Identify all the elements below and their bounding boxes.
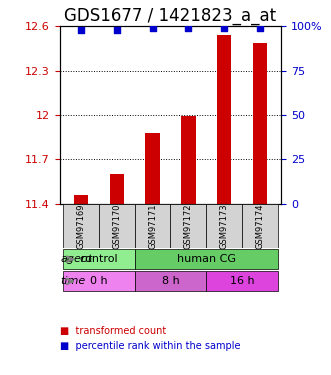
FancyBboxPatch shape [63, 249, 135, 269]
Title: GDS1677 / 1421823_a_at: GDS1677 / 1421823_a_at [65, 7, 276, 25]
FancyBboxPatch shape [99, 204, 135, 248]
FancyBboxPatch shape [135, 272, 206, 291]
Text: ■  percentile rank within the sample: ■ percentile rank within the sample [60, 341, 240, 351]
Bar [110, 174, 124, 204]
Bar [217, 35, 231, 204]
Point [257, 25, 262, 31]
Bar [181, 117, 196, 204]
Text: 8 h: 8 h [162, 276, 179, 286]
FancyBboxPatch shape [63, 204, 99, 248]
FancyBboxPatch shape [170, 204, 206, 248]
Text: GSM97172: GSM97172 [184, 203, 193, 249]
Text: 16 h: 16 h [230, 276, 254, 286]
Text: time: time [60, 276, 85, 286]
Text: 0 h: 0 h [90, 276, 108, 286]
Bar [145, 133, 160, 204]
Text: GSM97173: GSM97173 [220, 203, 229, 249]
FancyBboxPatch shape [63, 272, 135, 291]
Text: agent: agent [60, 254, 93, 264]
Text: control: control [80, 254, 118, 264]
Point [78, 27, 84, 33]
FancyBboxPatch shape [206, 272, 278, 291]
Bar [74, 195, 88, 204]
Point [221, 25, 227, 31]
Point [150, 25, 155, 31]
Text: GSM97171: GSM97171 [148, 203, 157, 249]
Text: ■  transformed count: ■ transformed count [60, 326, 166, 336]
Point [114, 27, 119, 33]
FancyBboxPatch shape [135, 249, 278, 269]
FancyBboxPatch shape [206, 204, 242, 248]
Text: human CG: human CG [177, 254, 236, 264]
Text: GSM97170: GSM97170 [112, 203, 121, 249]
FancyBboxPatch shape [135, 204, 170, 248]
Bar [253, 42, 267, 204]
Text: GSM97174: GSM97174 [256, 203, 264, 249]
FancyBboxPatch shape [242, 204, 278, 248]
Point [186, 25, 191, 31]
Text: GSM97169: GSM97169 [76, 203, 85, 249]
